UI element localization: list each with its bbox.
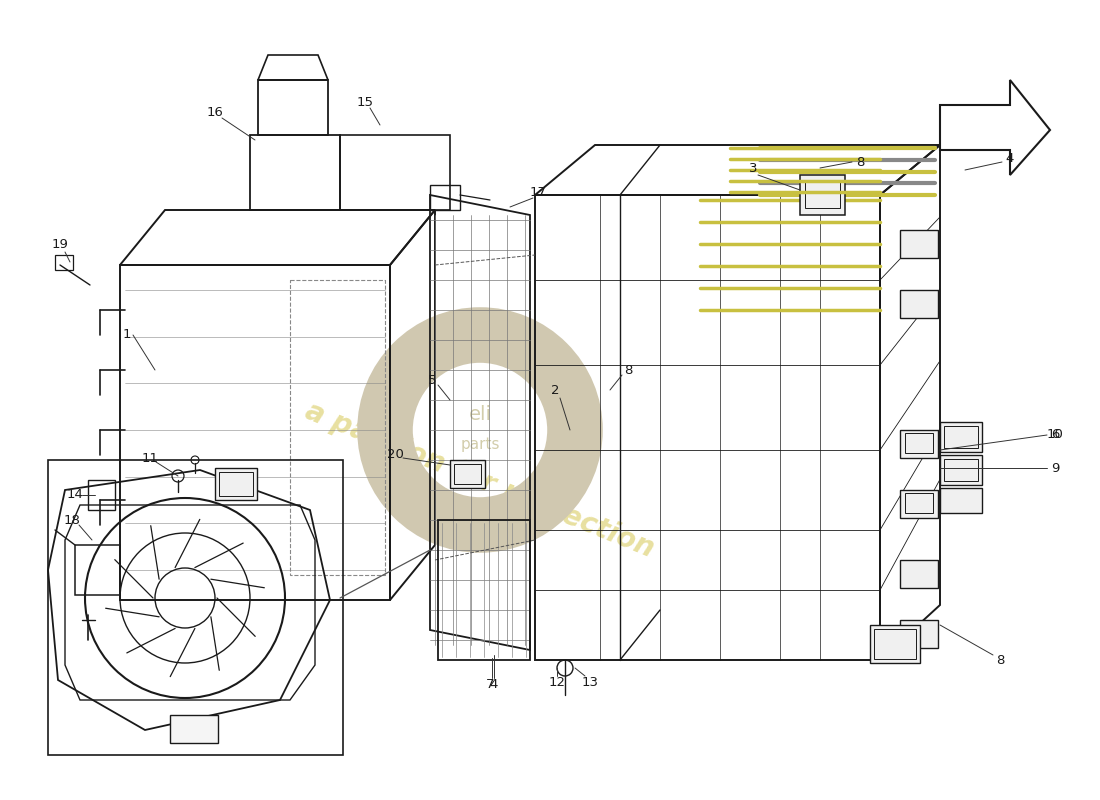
Bar <box>940 455 982 485</box>
Bar <box>944 459 978 481</box>
Text: 8: 8 <box>856 155 865 169</box>
Bar <box>940 422 982 452</box>
Bar <box>805 180 840 208</box>
Bar <box>214 468 257 500</box>
Text: 11: 11 <box>142 451 158 465</box>
Bar <box>800 175 845 215</box>
Text: 2: 2 <box>551 383 559 397</box>
Bar <box>290 280 385 575</box>
Text: 18: 18 <box>64 514 80 526</box>
Text: eli: eli <box>469 406 492 425</box>
Text: 7: 7 <box>486 678 494 691</box>
Text: 15: 15 <box>356 95 374 109</box>
Text: 10: 10 <box>1046 429 1064 442</box>
Bar <box>874 629 916 659</box>
Text: 9: 9 <box>1050 462 1059 474</box>
Bar <box>900 430 938 458</box>
Bar <box>454 464 481 484</box>
Text: 4: 4 <box>1005 151 1014 165</box>
Text: 4: 4 <box>490 678 498 691</box>
Text: a passion for perfection: a passion for perfection <box>301 397 659 563</box>
Bar <box>905 433 933 453</box>
Bar <box>900 620 938 648</box>
Bar <box>900 490 938 518</box>
Text: 1: 1 <box>123 329 131 342</box>
Bar <box>450 460 485 488</box>
Bar <box>870 625 920 663</box>
Text: 3: 3 <box>749 162 757 174</box>
Bar <box>219 472 253 496</box>
Bar <box>905 493 933 513</box>
Bar <box>940 488 982 513</box>
Bar <box>944 426 978 448</box>
Text: 14: 14 <box>67 489 84 502</box>
Bar <box>900 230 938 258</box>
Text: parts: parts <box>460 438 499 453</box>
Text: 19: 19 <box>52 238 68 251</box>
Text: 17: 17 <box>529 186 547 198</box>
Text: 8: 8 <box>996 654 1004 666</box>
Bar <box>48 460 343 755</box>
Bar <box>900 560 938 588</box>
Text: 13: 13 <box>582 677 598 690</box>
Text: 12: 12 <box>549 677 565 690</box>
Bar <box>55 255 73 270</box>
Text: 5: 5 <box>428 374 437 386</box>
Text: 8: 8 <box>624 363 632 377</box>
Text: 6: 6 <box>1050 429 1059 442</box>
Bar <box>900 290 938 318</box>
Text: 20: 20 <box>386 449 404 462</box>
Text: 16: 16 <box>207 106 223 118</box>
Bar <box>170 715 218 743</box>
